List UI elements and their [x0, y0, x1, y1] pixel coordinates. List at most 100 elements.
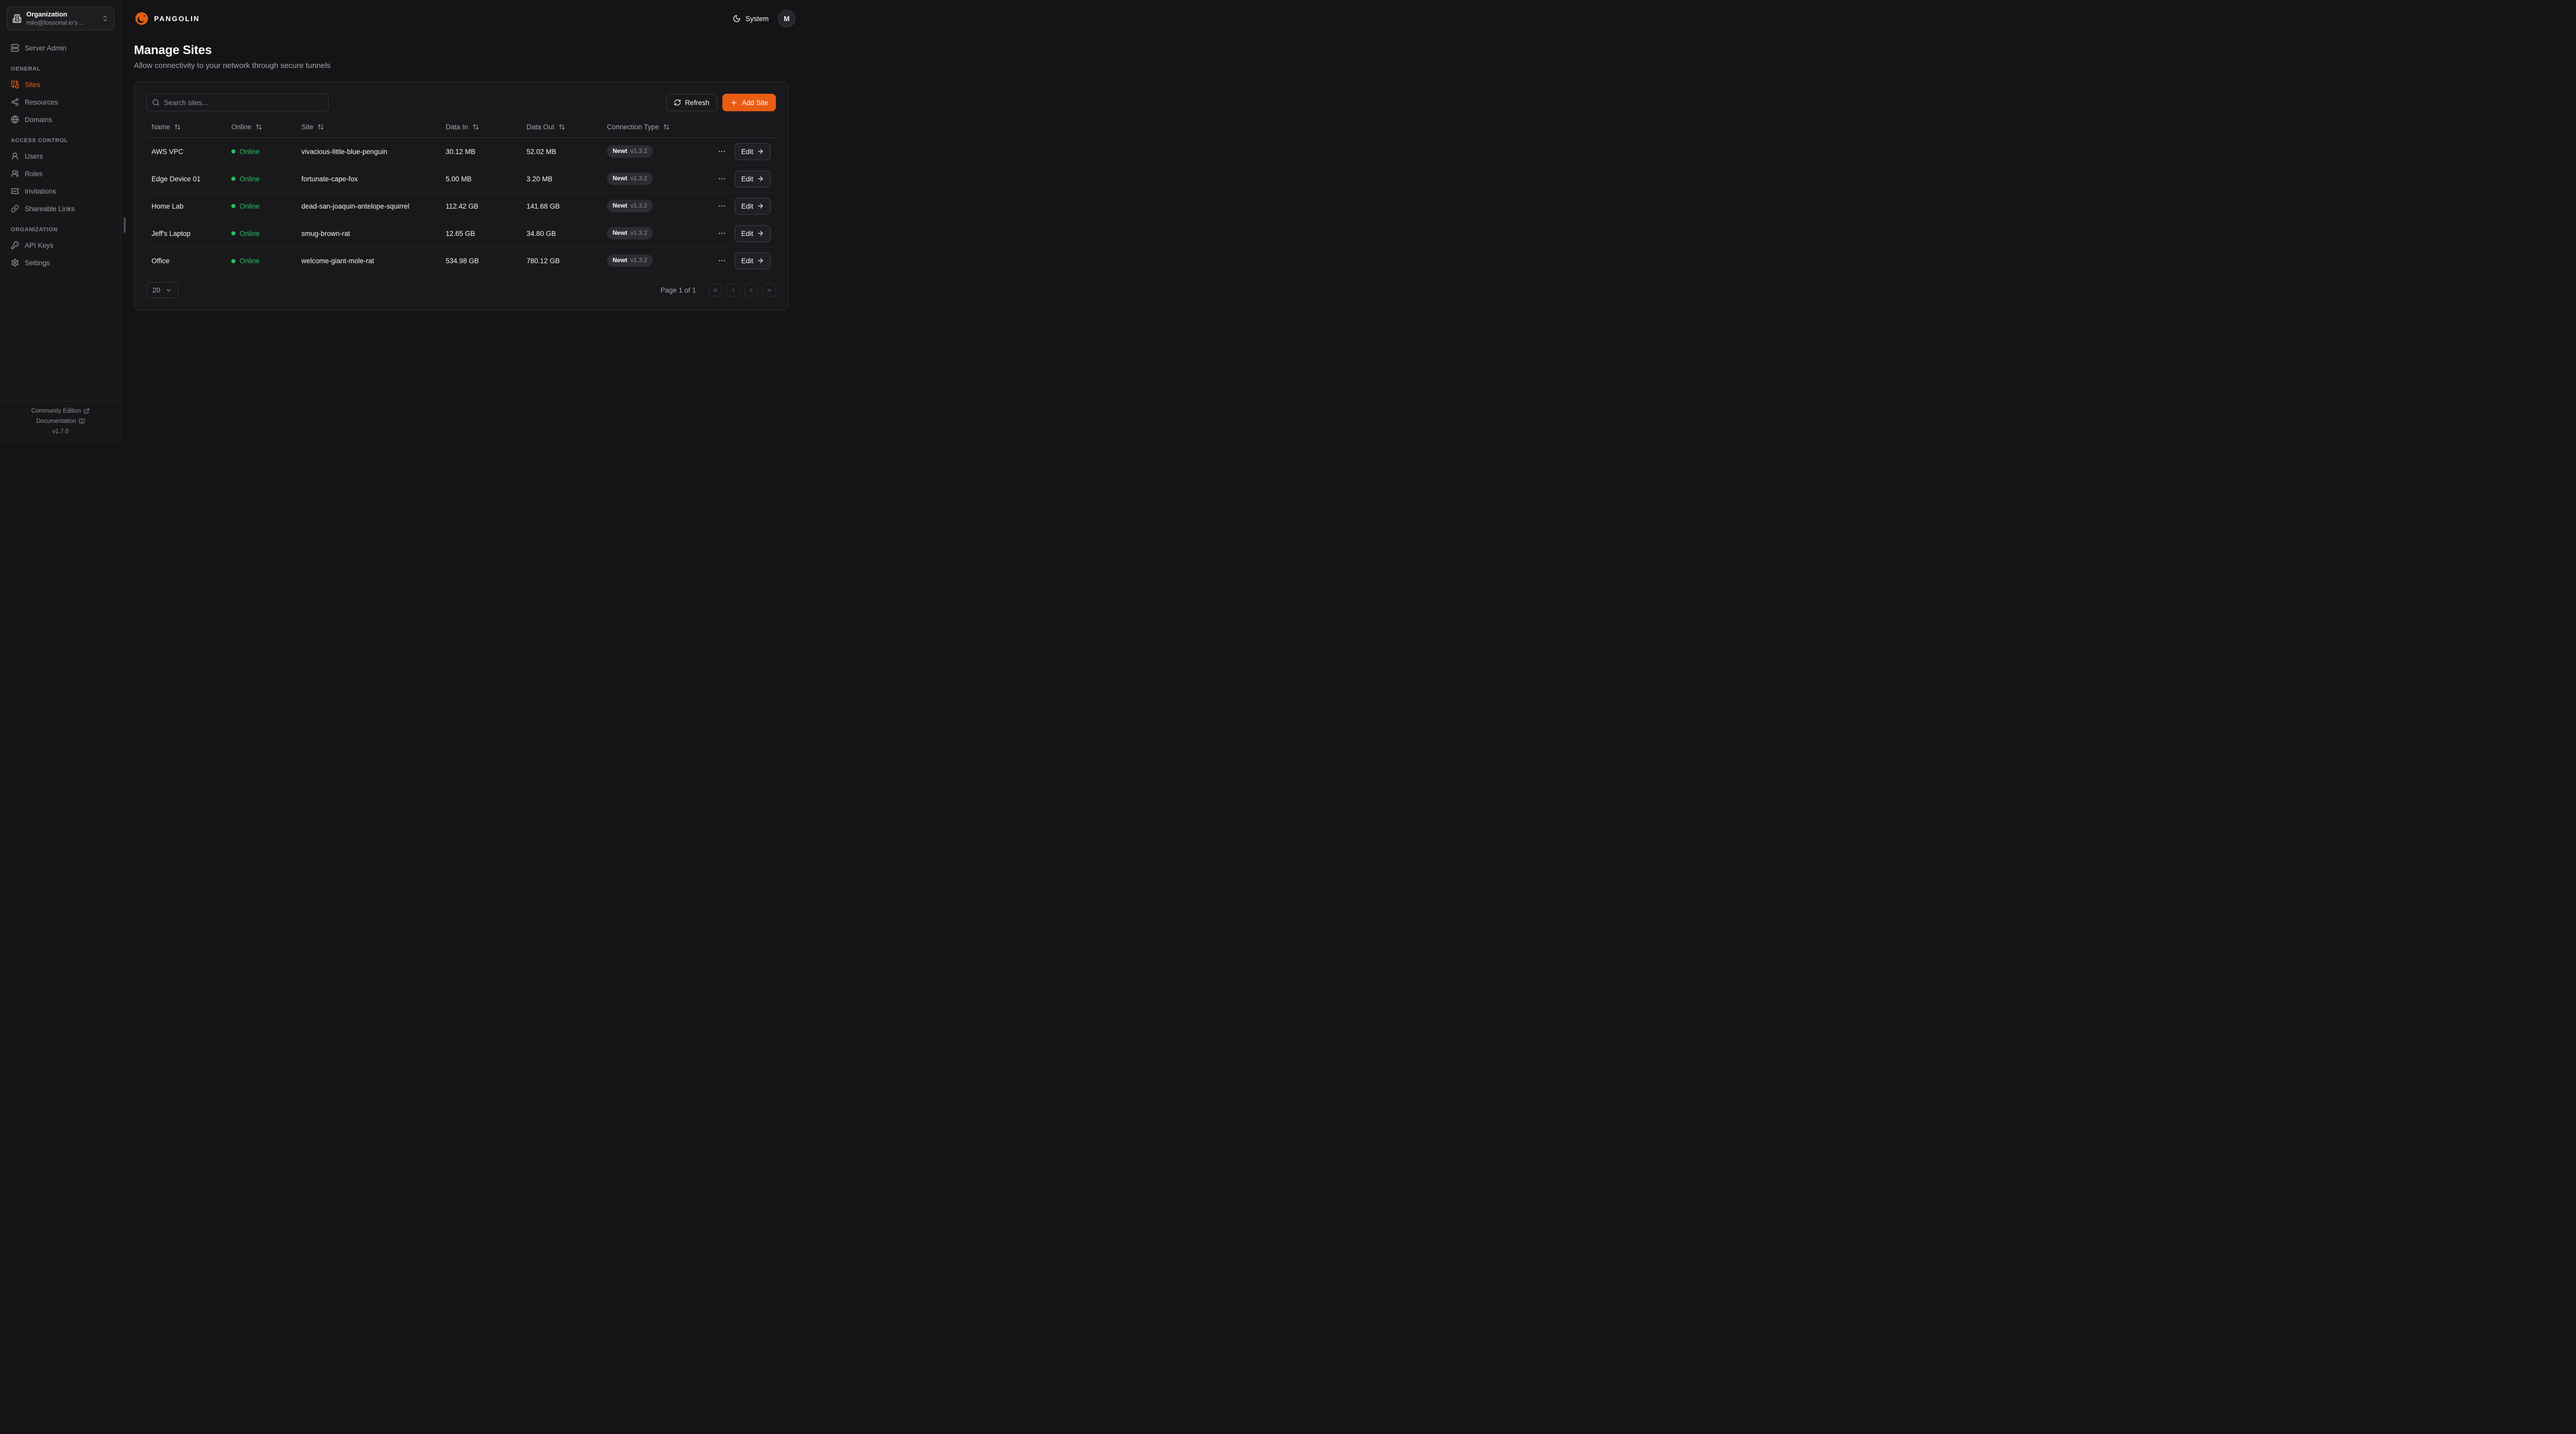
online-label: Online — [240, 175, 260, 183]
key-icon — [11, 241, 19, 249]
edit-button[interactable]: Edit — [734, 225, 771, 242]
sort-icon — [175, 124, 180, 130]
pagination: Page 1 of 1 — [660, 283, 776, 297]
row-menu-button[interactable] — [717, 228, 727, 238]
connection-type-name: Newt — [613, 229, 628, 237]
column-header-data-in[interactable]: Data In — [446, 123, 479, 131]
row-actions: Edit — [719, 170, 771, 187]
site-data-out: 52.02 MB — [527, 147, 556, 156]
edit-button[interactable]: Edit — [734, 170, 771, 187]
sidebar-item-domains[interactable]: Domains — [7, 112, 114, 127]
site-row: Jeff's Laptop Online smug-brown-rat 12.6… — [146, 220, 776, 247]
site-data-out: 141.68 GB — [527, 202, 560, 210]
sidebar-item-server-admin[interactable]: Server Admin — [7, 41, 114, 55]
edit-label: Edit — [741, 257, 753, 265]
edit-button[interactable]: Edit — [734, 143, 771, 160]
online-label: Online — [240, 202, 260, 210]
next-page-button[interactable] — [744, 283, 758, 297]
first-page-button[interactable] — [708, 283, 722, 297]
site-data-out: 34.80 GB — [527, 229, 556, 237]
documentation-link[interactable]: Documentation — [36, 418, 85, 424]
edit-button[interactable]: Edit — [734, 197, 771, 215]
page-status: Page 1 of 1 — [660, 286, 696, 294]
online-dot-icon — [231, 177, 235, 181]
search-input[interactable] — [146, 94, 329, 111]
site-data-in: 12.65 GB — [446, 229, 476, 237]
page-title: Manage Sites — [134, 43, 212, 57]
online-label: Online — [240, 147, 260, 156]
sidebar-item-invitations[interactable]: Invitations — [7, 184, 114, 198]
edit-button[interactable]: Edit — [734, 252, 771, 269]
sidebar-item-users[interactable]: Users — [7, 149, 114, 163]
sidebar-resize-handle[interactable] — [124, 217, 126, 233]
sidebar-item-settings[interactable]: Settings — [7, 255, 114, 270]
plus-icon — [731, 100, 737, 105]
refresh-icon — [674, 99, 681, 106]
site-data-out: 3.20 MB — [527, 175, 553, 183]
online-label: Online — [240, 257, 260, 265]
sidebar-item-roles[interactable]: Roles — [7, 166, 114, 181]
building-icon — [12, 14, 22, 23]
sites-table: Name Online Site Data In Data Out Connec… — [146, 119, 776, 275]
avatar-initial: M — [784, 14, 790, 23]
row-actions: Edit — [719, 197, 771, 215]
site-data-out: 780.12 GB — [527, 257, 560, 265]
theme-toggle-button[interactable]: System — [733, 14, 769, 23]
site-name: Jeff's Laptop — [151, 229, 191, 237]
link-icon — [11, 204, 19, 213]
waypoints-icon — [11, 98, 19, 106]
column-header-online[interactable]: Online — [231, 123, 262, 131]
column-header-data-out[interactable]: Data Out — [527, 123, 565, 131]
ticket-check-icon — [11, 188, 19, 194]
org-switcher[interactable]: Organization milo@fossorial.io's ... — [7, 7, 114, 31]
search-box — [146, 94, 329, 111]
users-icon — [11, 170, 19, 177]
connection-type-name: Newt — [613, 147, 628, 155]
last-page-button[interactable] — [762, 283, 776, 297]
connection-type-version: v1.3.2 — [630, 229, 648, 237]
row-menu-button[interactable] — [717, 201, 727, 211]
connection-type-version: v1.3.2 — [630, 147, 648, 155]
page-size-select[interactable]: 20 — [146, 282, 179, 298]
page-head: Manage Sites Allow connectivity to your … — [134, 43, 795, 70]
ellipsis-icon — [719, 178, 725, 180]
row-actions: Edit — [719, 252, 771, 269]
community-edition-link[interactable]: Community Edition — [31, 408, 90, 414]
chevron-right-icon — [750, 288, 753, 292]
sidebar-item-label: Shareable Links — [25, 204, 75, 213]
row-menu-button[interactable] — [717, 174, 727, 184]
page-size-value: 20 — [152, 286, 161, 294]
site-data-in: 5.00 MB — [446, 175, 472, 183]
column-header-connection-type[interactable]: Connection Type — [607, 123, 670, 131]
site-row: Office Online welcome-giant-mole-rat 534… — [146, 247, 776, 275]
sidebar-item-api-keys[interactable]: API Keys — [7, 238, 114, 252]
arrow-right-icon — [758, 149, 763, 154]
row-menu-button[interactable] — [717, 255, 727, 266]
app-root: Organization milo@fossorial.io's ... Ser… — [0, 0, 808, 443]
online-dot-icon — [231, 149, 235, 154]
site-name: AWS VPC — [151, 147, 183, 156]
site-status: Online — [231, 175, 260, 183]
sidebar-item-label: Settings — [25, 259, 50, 267]
sidebar-item-resources[interactable]: Resources — [7, 95, 114, 109]
arrow-right-icon — [758, 231, 763, 236]
sites-icon — [11, 80, 19, 89]
column-header-actions — [720, 119, 776, 138]
sidebar-footer: Community Edition Documentation v1.7.0 — [0, 401, 121, 443]
user-avatar[interactable]: M — [778, 10, 795, 27]
column-header-name[interactable]: Name — [151, 123, 181, 131]
sidebar-item-sites[interactable]: Sites — [7, 77, 114, 92]
chevron-left-icon — [732, 288, 735, 292]
column-header-site[interactable]: Site — [301, 123, 324, 131]
row-menu-button[interactable] — [717, 146, 727, 157]
sidebar-item-label: Roles — [25, 169, 43, 178]
online-dot-icon — [231, 259, 235, 263]
refresh-button[interactable]: Refresh — [666, 94, 717, 111]
connection-type-name: Newt — [613, 202, 628, 210]
site-status: Online — [231, 257, 260, 265]
sidebar-item-shareable-links[interactable]: Shareable Links — [7, 201, 114, 216]
add-site-button[interactable]: Add Site — [722, 94, 776, 111]
previous-page-button[interactable] — [726, 283, 740, 297]
arrow-right-icon — [758, 176, 763, 181]
chevron-down-icon — [166, 288, 171, 292]
